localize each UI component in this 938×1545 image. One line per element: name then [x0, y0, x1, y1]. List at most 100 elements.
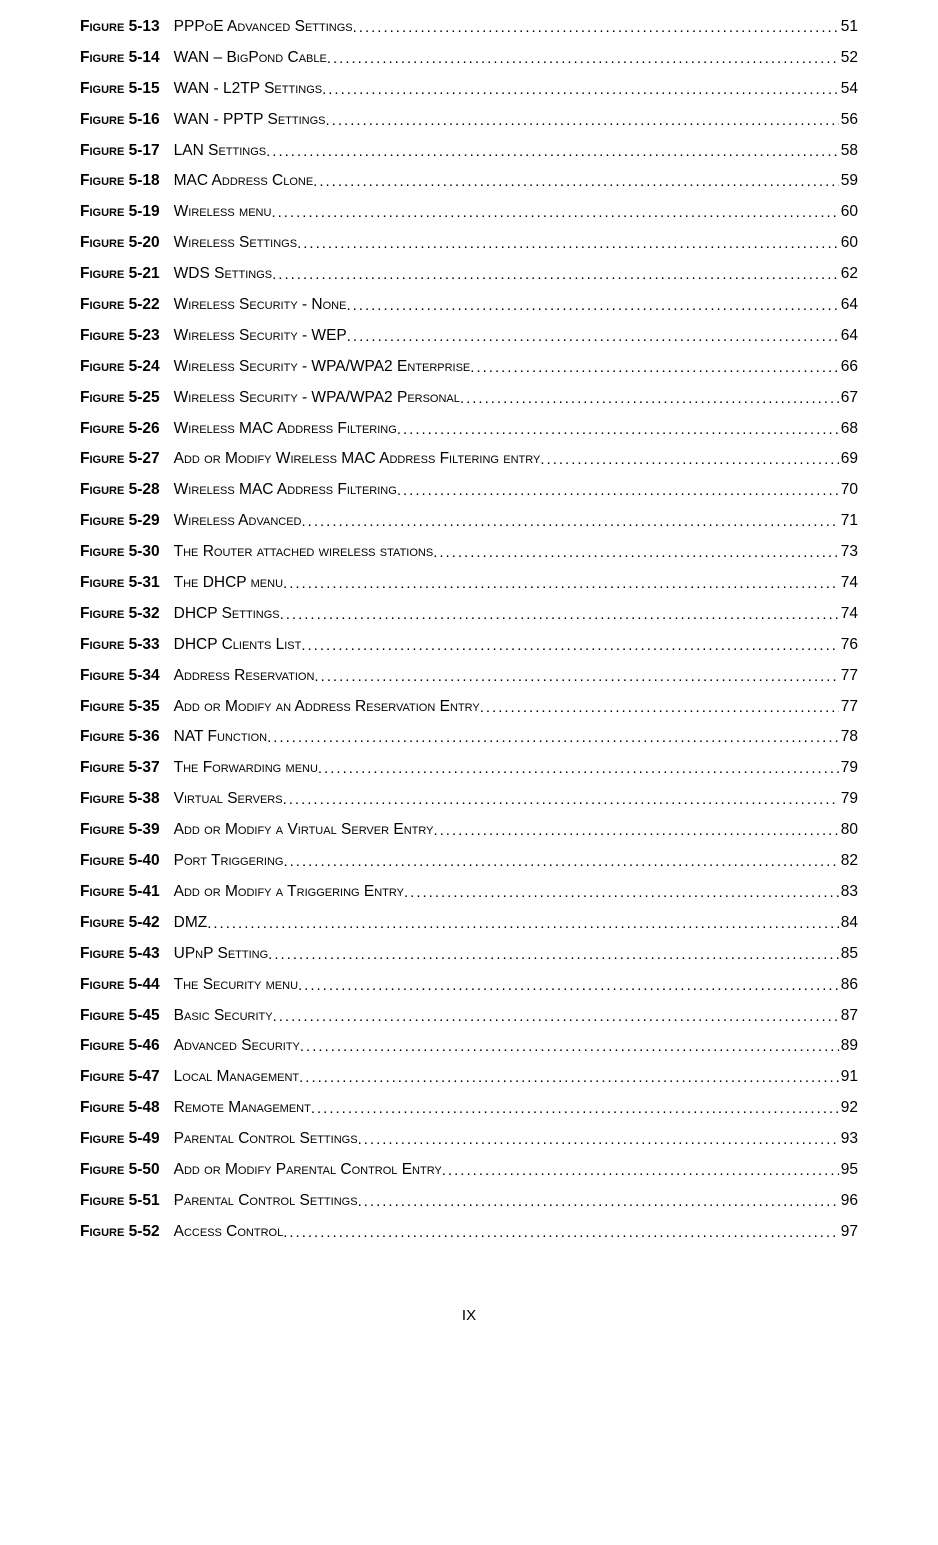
toc-entry: Figure 5-13PPPoE Advanced Settings51	[80, 18, 858, 36]
figure-title: Address Reservation	[174, 667, 315, 685]
toc-entry: Figure 5-34Address Reservation77	[80, 667, 858, 685]
toc-entry: Figure 5-35Add or Modify an Address Rese…	[80, 698, 858, 716]
figure-label: Figure 5-20	[80, 234, 160, 252]
figure-title: Local Management	[174, 1068, 299, 1086]
figure-title: Basic Security	[174, 1007, 273, 1025]
dot-leader	[271, 204, 838, 221]
page-number: 69	[839, 450, 858, 468]
page-number: 92	[839, 1099, 858, 1117]
dot-leader	[326, 112, 839, 129]
page-number: 58	[839, 142, 858, 160]
figure-label: Figure 5-41	[80, 883, 160, 901]
dot-leader	[540, 451, 838, 468]
figure-title: NAT Function	[174, 728, 267, 746]
figure-title: Wireless Security - None	[174, 296, 347, 314]
toc-entry: Figure 5-42DMZ84	[80, 914, 858, 932]
figure-title: Wireless Security - WPA/WPA2 Enterprise	[174, 358, 471, 376]
dot-leader	[397, 421, 839, 438]
figure-label: Figure 5-42	[80, 914, 160, 932]
toc-entry: Figure 5-52Access Control97	[80, 1223, 858, 1241]
figure-label: Figure 5-17	[80, 142, 160, 160]
page-number: 96	[839, 1192, 858, 1210]
toc-entry: Figure 5-32DHCP Settings74	[80, 605, 858, 623]
toc-entry: Figure 5-36NAT Function78	[80, 728, 858, 746]
figure-title: Wireless Advanced	[174, 512, 302, 530]
toc-entry: Figure 5-27Add or Modify Wireless MAC Ad…	[80, 450, 858, 468]
dot-leader	[358, 1193, 839, 1210]
toc-entry: Figure 5-46Advanced Security89	[80, 1037, 858, 1055]
toc-entry: Figure 5-23Wireless Security - WEP64	[80, 327, 858, 345]
figure-title: PPPoE Advanced Settings	[174, 18, 353, 36]
dot-leader	[313, 173, 839, 190]
page-number: 64	[839, 327, 858, 345]
figure-label: Figure 5-15	[80, 80, 160, 98]
figure-label: Figure 5-24	[80, 358, 160, 376]
page-number: 56	[839, 111, 858, 129]
figure-label: Figure 5-49	[80, 1130, 160, 1148]
dot-leader	[358, 1131, 839, 1148]
dot-leader	[480, 699, 839, 716]
figure-title: Wireless menu	[174, 203, 272, 221]
dot-leader	[298, 977, 839, 994]
page-number: 91	[839, 1068, 858, 1086]
figure-title: The DHCP menu	[174, 574, 283, 592]
figure-title: WAN – BigPond Cable	[174, 49, 327, 67]
page-number: 97	[839, 1223, 858, 1241]
figure-label: Figure 5-23	[80, 327, 160, 345]
dot-leader	[442, 1162, 839, 1179]
page-footer: IX	[80, 1307, 858, 1324]
dot-leader	[283, 791, 839, 808]
dot-leader	[346, 297, 838, 314]
toc-entry: Figure 5-44The Security menu86	[80, 976, 858, 994]
page-number: 51	[839, 18, 858, 36]
toc-entry: Figure 5-16WAN - PPTP Settings56	[80, 111, 858, 129]
toc-entry: Figure 5-22Wireless Security - None64	[80, 296, 858, 314]
figure-title: WAN - PPTP Settings	[174, 111, 326, 129]
page-number: 62	[839, 265, 858, 283]
toc-entry: Figure 5-51Parental Control Settings96	[80, 1192, 858, 1210]
toc-entry: Figure 5-29Wireless Advanced71	[80, 512, 858, 530]
dot-leader	[297, 235, 839, 252]
dot-leader	[266, 143, 839, 160]
figure-label: Figure 5-52	[80, 1223, 160, 1241]
figure-title: Wireless Settings	[174, 234, 297, 252]
dot-leader	[302, 513, 839, 530]
dot-leader	[283, 853, 838, 870]
page-number: 68	[839, 420, 858, 438]
page-number: 66	[839, 358, 858, 376]
figure-title: Port Triggering	[174, 852, 284, 870]
page-number: 73	[839, 543, 858, 561]
toc-entry: Figure 5-41Add or Modify a Triggering En…	[80, 883, 858, 901]
figure-title: The Router attached wireless stations	[174, 543, 434, 561]
toc-entry: Figure 5-30 The Router attached wireless …	[80, 543, 858, 561]
dot-leader	[397, 482, 839, 499]
toc-entry: Figure 5-43UPnP Setting85	[80, 945, 858, 963]
figure-label: Figure 5-30	[80, 543, 160, 561]
toc-entry: Figure 5-21WDS Settings62	[80, 265, 858, 283]
dot-leader	[404, 884, 839, 901]
dot-leader	[273, 1008, 839, 1025]
dot-leader	[207, 915, 839, 932]
page-number: 60	[839, 203, 858, 221]
toc-entry: Figure 5-48Remote Management92	[80, 1099, 858, 1117]
page-number: 70	[839, 481, 858, 499]
page-number: 84	[839, 914, 858, 932]
toc-entry: Figure 5-37The Forwarding menu79	[80, 759, 858, 777]
dot-leader	[267, 729, 839, 746]
toc-entry: Figure 5-19Wireless menu60	[80, 203, 858, 221]
figure-title: LAN Settings	[174, 142, 266, 160]
page-number: 74	[839, 605, 858, 623]
figure-label: Figure 5-39	[80, 821, 160, 839]
page-number: 67	[839, 389, 858, 407]
page-number: 76	[839, 636, 858, 654]
figure-title: Wireless MAC Address Filtering	[174, 420, 397, 438]
dot-leader	[301, 637, 838, 654]
dot-leader	[433, 822, 838, 839]
figure-label: Figure 5-40	[80, 852, 160, 870]
toc-entry: Figure 5-47 Local Management 91	[80, 1068, 858, 1086]
page-number: 80	[839, 821, 858, 839]
figure-label: Figure 5-47	[80, 1068, 160, 1086]
page-number: 79	[839, 790, 858, 808]
figure-label: Figure 5-48	[80, 1099, 160, 1117]
toc-entry: Figure 5-33DHCP Clients List76	[80, 636, 858, 654]
